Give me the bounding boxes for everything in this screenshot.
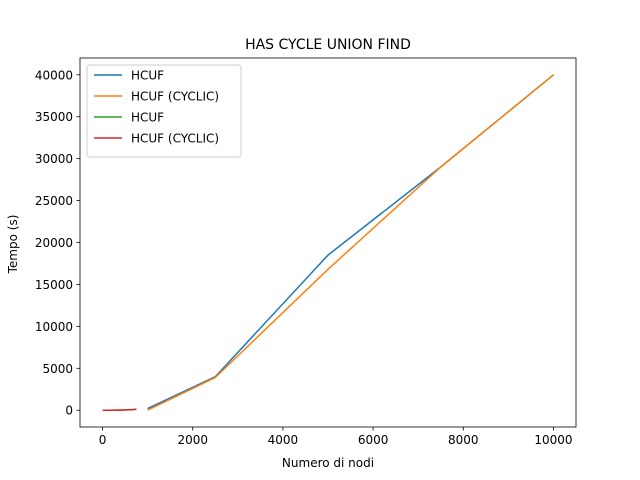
series-line-2 [147, 74, 554, 411]
plot-area: 0 2000 4000 6000 8000 10000 0 5000 10000 15000 200… [35, 57, 577, 447]
x-tick-label: 8000 [448, 433, 479, 447]
y-tick-label: 40000 [35, 68, 73, 82]
y-tick-label: 15000 [35, 278, 73, 292]
y-tick-label: 0 [65, 404, 73, 418]
x-tick-label: 10000 [534, 433, 572, 447]
x-tick-label: 4000 [268, 433, 299, 447]
y-axis-label: Tempo (s) [6, 215, 20, 275]
y-tick-label: 25000 [35, 194, 73, 208]
legend-box [86, 64, 242, 158]
series-line-4 [102, 408, 137, 411]
x-tick-label: 0 [99, 433, 107, 447]
legend-label-3: HCUF [131, 111, 164, 125]
y-tick-label: 10000 [35, 320, 73, 334]
y-tick-label: 5000 [42, 362, 73, 376]
x-tick-label: 2000 [177, 433, 208, 447]
legend-label-2: HCUF (CYCLIC) [131, 90, 219, 104]
x-axis-label: Numero di nodi [282, 456, 374, 470]
chart-title: HAS CYCLE UNION FIND [245, 37, 411, 53]
y-tick-label: 35000 [35, 110, 73, 124]
legend-label-4: HCUF (CYCLIC) [131, 132, 219, 146]
x-tick-label: 6000 [358, 433, 389, 447]
y-tick-label: 30000 [35, 152, 73, 166]
legend-label-1: HCUF [131, 69, 164, 83]
y-tick-label: 20000 [35, 236, 73, 250]
